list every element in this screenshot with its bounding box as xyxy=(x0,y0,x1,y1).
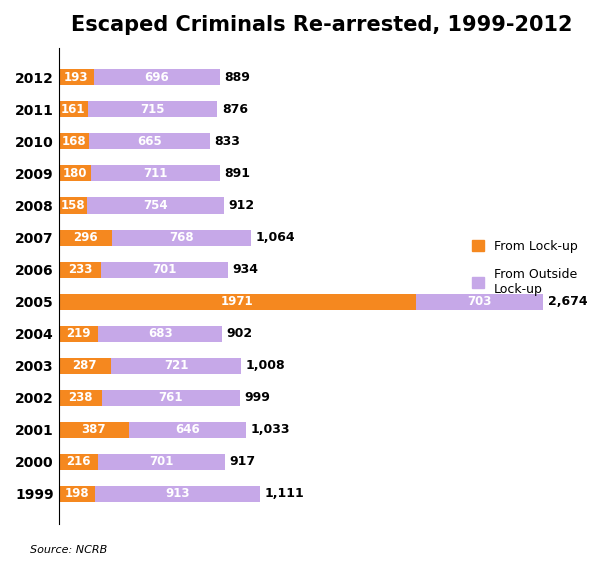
Bar xyxy=(102,390,239,406)
Bar xyxy=(98,326,222,342)
Text: 913: 913 xyxy=(165,488,190,500)
Text: 219: 219 xyxy=(66,327,91,340)
Text: 238: 238 xyxy=(68,391,93,404)
Text: 902: 902 xyxy=(227,327,253,340)
Text: 158: 158 xyxy=(61,199,85,212)
Text: 2,674: 2,674 xyxy=(548,295,587,308)
Text: 198: 198 xyxy=(64,488,89,500)
Bar xyxy=(87,197,224,214)
Bar xyxy=(92,165,220,181)
Text: 721: 721 xyxy=(164,359,188,373)
Bar xyxy=(59,454,98,470)
Text: 891: 891 xyxy=(225,167,251,180)
Bar xyxy=(98,454,225,470)
Bar xyxy=(59,261,101,278)
Bar xyxy=(111,358,241,374)
Text: 696: 696 xyxy=(144,71,169,84)
Text: 876: 876 xyxy=(222,103,248,116)
Text: 711: 711 xyxy=(144,167,168,180)
Text: 387: 387 xyxy=(82,424,106,436)
Text: 1,033: 1,033 xyxy=(250,424,290,436)
Text: 703: 703 xyxy=(467,295,491,308)
Text: 287: 287 xyxy=(73,359,97,373)
Bar xyxy=(101,261,228,278)
Text: 768: 768 xyxy=(170,231,194,244)
Bar xyxy=(59,197,87,214)
Text: 912: 912 xyxy=(228,199,255,212)
Text: 665: 665 xyxy=(137,135,162,148)
Bar xyxy=(95,486,260,502)
Text: 161: 161 xyxy=(61,103,85,116)
Legend: From Lock-up, From Outside
Lock-up: From Lock-up, From Outside Lock-up xyxy=(467,234,583,301)
Bar xyxy=(59,293,416,310)
Text: 216: 216 xyxy=(66,456,90,468)
Text: 1,008: 1,008 xyxy=(246,359,285,373)
Text: 180: 180 xyxy=(63,167,87,180)
Text: 683: 683 xyxy=(148,327,173,340)
Text: 889: 889 xyxy=(224,71,250,84)
Text: 833: 833 xyxy=(214,135,240,148)
Text: 1,064: 1,064 xyxy=(256,231,296,244)
Bar xyxy=(94,70,220,85)
Text: 701: 701 xyxy=(149,456,173,468)
Bar xyxy=(416,293,543,310)
Bar xyxy=(59,358,111,374)
Text: 934: 934 xyxy=(233,263,258,276)
Bar xyxy=(59,229,112,246)
Text: 168: 168 xyxy=(62,135,86,148)
Text: 761: 761 xyxy=(159,391,183,404)
Text: 1971: 1971 xyxy=(221,295,253,308)
Bar xyxy=(59,422,129,438)
Bar xyxy=(59,102,88,117)
Bar xyxy=(89,134,210,149)
Text: 999: 999 xyxy=(244,391,270,404)
Bar xyxy=(59,134,89,149)
Bar xyxy=(59,390,102,406)
Bar xyxy=(112,229,251,246)
Bar xyxy=(59,486,95,502)
Text: 193: 193 xyxy=(64,71,88,84)
Bar xyxy=(59,165,92,181)
Bar xyxy=(129,422,246,438)
Text: 715: 715 xyxy=(141,103,165,116)
Title: Escaped Criminals Re-arrested, 1999-2012: Escaped Criminals Re-arrested, 1999-2012 xyxy=(70,15,572,35)
Text: 646: 646 xyxy=(175,424,200,436)
Text: 296: 296 xyxy=(73,231,98,244)
Text: 701: 701 xyxy=(152,263,176,276)
Text: 917: 917 xyxy=(229,456,256,468)
Bar xyxy=(88,102,218,117)
Bar xyxy=(59,70,94,85)
Text: 1,111: 1,111 xyxy=(264,488,304,500)
Text: 754: 754 xyxy=(143,199,168,212)
Text: 233: 233 xyxy=(68,263,92,276)
Bar xyxy=(59,326,98,342)
Text: Source: NCRB: Source: NCRB xyxy=(30,545,107,555)
